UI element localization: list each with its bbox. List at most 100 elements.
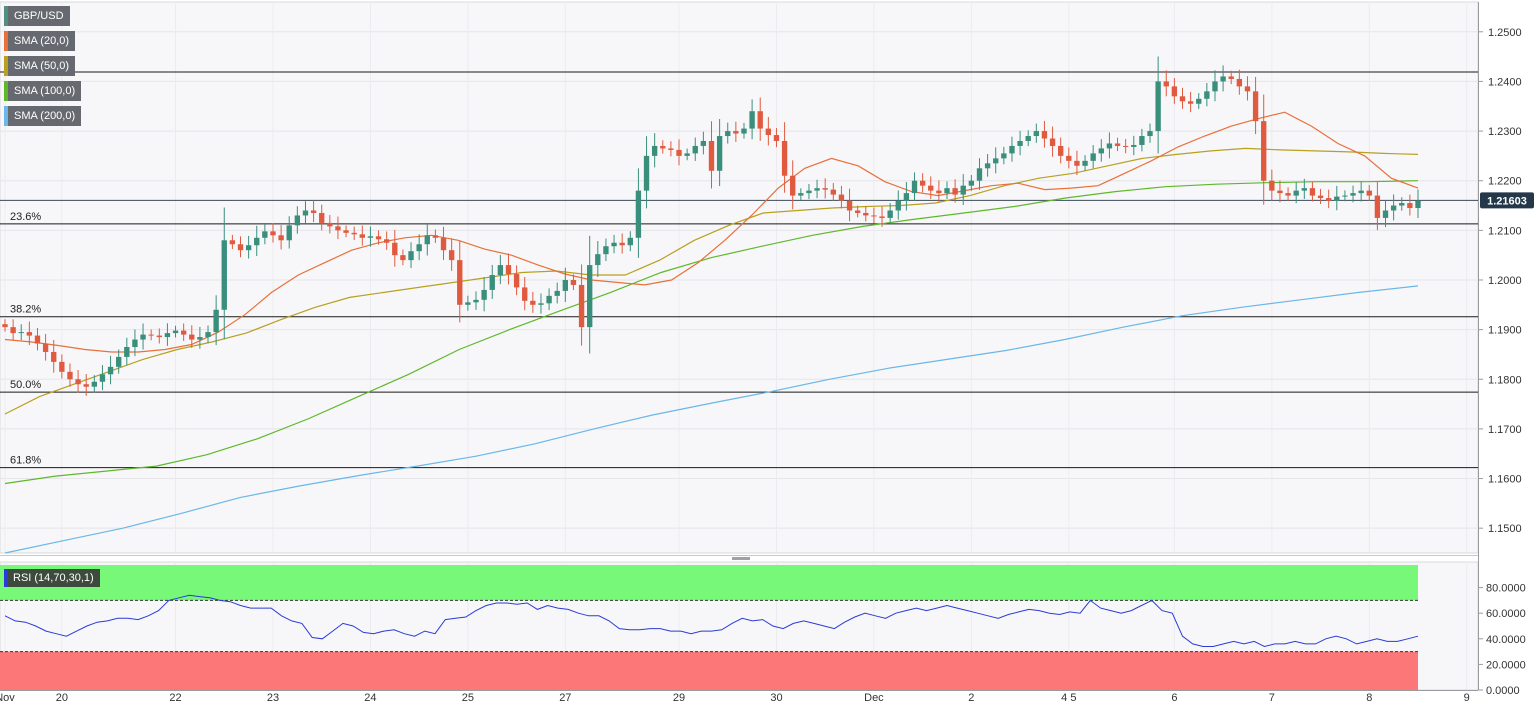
candle-body bbox=[42, 343, 49, 352]
candle-body bbox=[895, 200, 901, 211]
legend-swatch bbox=[4, 6, 8, 26]
candle-body bbox=[790, 175, 796, 196]
x-tick-label: 25 bbox=[462, 692, 474, 704]
legend-label: SMA (100,0) bbox=[14, 85, 76, 97]
candle-body bbox=[1212, 81, 1218, 92]
candle-body bbox=[741, 128, 747, 134]
candle-body bbox=[221, 240, 227, 310]
candle-body bbox=[10, 327, 16, 334]
candle-body bbox=[1041, 131, 1048, 139]
candle-body bbox=[319, 212, 325, 223]
candle-body bbox=[822, 188, 828, 190]
legend-item-gbpusd[interactable]: GBP/USD bbox=[4, 6, 70, 26]
legend-swatch bbox=[4, 106, 8, 126]
candle-body bbox=[51, 351, 57, 362]
y-tick-label: 1.1800 bbox=[1488, 374, 1522, 386]
legend-label: SMA (200,0) bbox=[14, 110, 76, 122]
candle-body bbox=[359, 234, 365, 238]
candle-body bbox=[180, 330, 187, 335]
candle-body bbox=[538, 303, 544, 305]
candle-body bbox=[562, 279, 569, 291]
y-tick-label: 1.2200 bbox=[1488, 176, 1522, 188]
candle-body bbox=[968, 180, 975, 186]
candle-body bbox=[1155, 81, 1161, 132]
candle-body bbox=[676, 149, 682, 156]
candle-body bbox=[26, 332, 33, 336]
candle-body bbox=[1009, 145, 1015, 154]
candle-body bbox=[854, 210, 861, 213]
candle-body bbox=[473, 299, 479, 303]
sma50-line bbox=[4, 147, 1419, 415]
candle-body bbox=[1317, 195, 1324, 199]
candle-body bbox=[1187, 101, 1194, 104]
candle-body bbox=[351, 232, 357, 235]
candle-body bbox=[172, 330, 179, 334]
rsi-tick-label: 40.0000 bbox=[1486, 634, 1526, 646]
candle-body bbox=[481, 289, 487, 300]
candle-body bbox=[781, 140, 788, 176]
candle-body bbox=[400, 255, 406, 261]
candle-body bbox=[2, 324, 8, 328]
rsi-tick-label: 80.0000 bbox=[1486, 583, 1526, 595]
y-tick-label: 1.2400 bbox=[1488, 76, 1522, 88]
x-tick-label: Nov bbox=[0, 692, 15, 704]
x-tick-label: 22 bbox=[169, 692, 181, 704]
candle-body bbox=[1309, 188, 1316, 196]
candle-body bbox=[952, 188, 958, 195]
candle-body bbox=[1325, 198, 1332, 201]
candle-body bbox=[660, 145, 666, 149]
candle-body bbox=[830, 189, 836, 195]
candle-body bbox=[278, 235, 284, 241]
current-price-tag bbox=[1480, 192, 1534, 209]
candle-body bbox=[1001, 153, 1007, 159]
rsi-tick-label: 0.0000 bbox=[1486, 685, 1520, 697]
legend-item-sma20[interactable]: SMA (20,0) bbox=[4, 31, 76, 51]
candle-body bbox=[1058, 145, 1064, 156]
candle-body bbox=[1269, 180, 1275, 191]
candle-body bbox=[643, 155, 650, 191]
candle-body bbox=[863, 212, 869, 216]
rsi-legend-item[interactable]: RSI (14,70,30,1) bbox=[4, 569, 100, 587]
candle-body bbox=[522, 287, 528, 301]
candle-body bbox=[1252, 91, 1259, 122]
candle-body bbox=[1049, 138, 1056, 146]
candle-body bbox=[343, 230, 349, 233]
y-tick-label: 1.2000 bbox=[1488, 275, 1522, 287]
candle-body bbox=[1122, 145, 1129, 147]
sma200-line bbox=[4, 285, 1419, 554]
x-tick-label: Dec bbox=[864, 692, 884, 704]
candle-body bbox=[1334, 196, 1340, 201]
rsi-label: RSI (14,70,30,1) bbox=[13, 572, 94, 584]
legend-item-sma50[interactable]: SMA (50,0) bbox=[4, 56, 76, 76]
legend-item-sma200[interactable]: SMA (200,0) bbox=[4, 106, 82, 126]
x-tick-label: 9 bbox=[1464, 692, 1470, 704]
candle-body bbox=[1131, 144, 1137, 147]
candle-body bbox=[1033, 131, 1040, 137]
y-tick-label: 1.1600 bbox=[1488, 474, 1522, 486]
legend-item-sma100[interactable]: SMA (100,0) bbox=[4, 81, 82, 101]
candle-body bbox=[286, 225, 292, 241]
candle-body bbox=[976, 168, 983, 181]
candle-body bbox=[1163, 81, 1169, 87]
legend-swatch bbox=[4, 81, 8, 101]
candle-body bbox=[1390, 205, 1397, 211]
candle-body bbox=[1374, 195, 1381, 218]
candle-body bbox=[424, 235, 430, 245]
candle-body bbox=[733, 131, 739, 134]
candle-body bbox=[505, 265, 512, 275]
x-tick-label: 29 bbox=[673, 692, 685, 704]
candle-body bbox=[1399, 203, 1405, 206]
candle-body bbox=[1025, 136, 1031, 141]
candle-body bbox=[651, 145, 658, 156]
candle-body bbox=[1285, 193, 1291, 196]
candle-body bbox=[465, 302, 471, 305]
fib-level-label: 23.6% bbox=[10, 211, 41, 223]
candle-body bbox=[716, 136, 723, 171]
candle-body bbox=[99, 374, 106, 382]
candle-body bbox=[587, 265, 593, 328]
price-panel bbox=[0, 1, 1479, 554]
candle-body bbox=[335, 226, 341, 231]
candle-body bbox=[440, 237, 447, 251]
candle-body bbox=[692, 145, 698, 154]
